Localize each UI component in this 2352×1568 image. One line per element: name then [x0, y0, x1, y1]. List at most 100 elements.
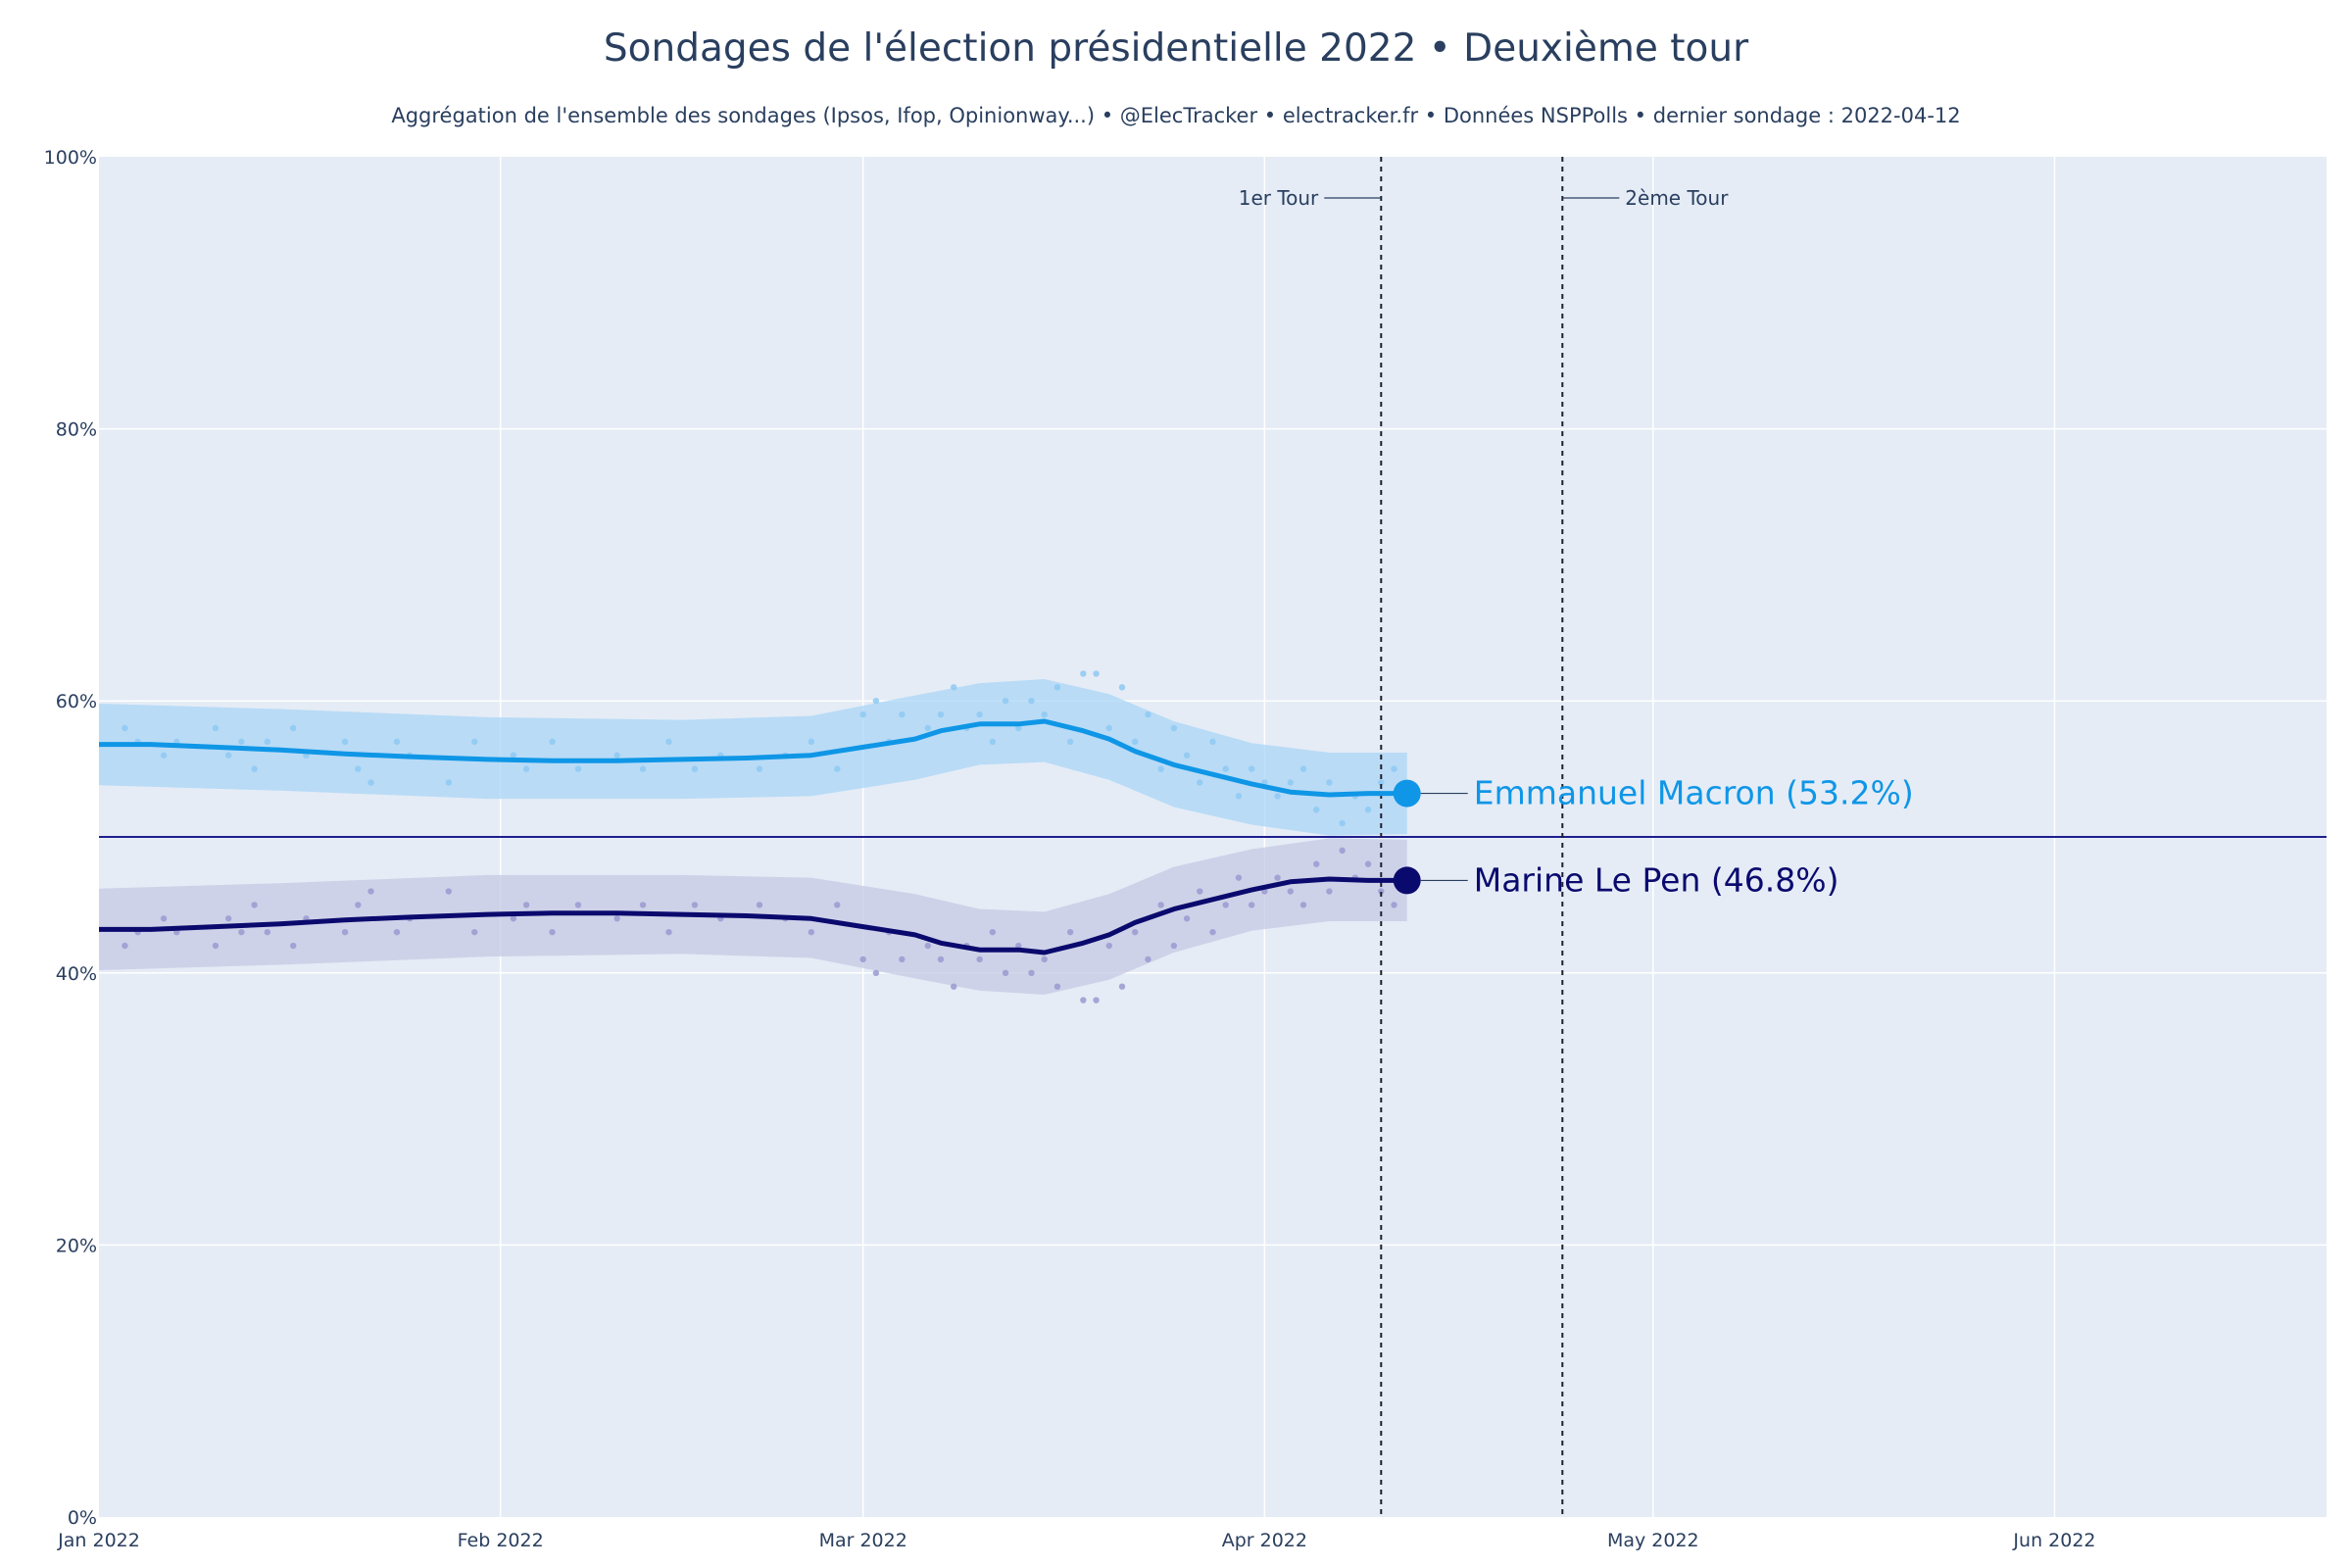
- poll-point: [756, 902, 763, 908]
- trend-line: [99, 718, 1407, 798]
- poll-point: [899, 710, 906, 718]
- poll-point: [1274, 793, 1281, 800]
- poll-point: [1080, 670, 1087, 677]
- poll-point: [355, 765, 362, 772]
- poll-point: [613, 752, 620, 759]
- poll-point: [937, 710, 945, 718]
- trend-line: [99, 876, 1407, 956]
- poll-point: [1364, 807, 1372, 813]
- poll-point: [224, 915, 232, 922]
- series-end-marker: [1393, 779, 1421, 808]
- poll-point: [264, 738, 270, 746]
- poll-point: [872, 698, 880, 705]
- poll-point: [1313, 807, 1320, 813]
- poll-point: [665, 928, 672, 936]
- series-end-label: Marine Le Pen (46.8%): [1474, 860, 1839, 899]
- poll-point: [341, 738, 349, 746]
- poll-point: [989, 928, 997, 936]
- poll-point: [665, 738, 672, 746]
- poll-point: [859, 956, 866, 963]
- poll-point: [1145, 956, 1152, 963]
- poll-point: [1209, 738, 1216, 746]
- poll-point: [1299, 765, 1307, 772]
- poll-point: [212, 942, 220, 950]
- poll-point: [1364, 860, 1372, 867]
- poll-point: [510, 915, 517, 922]
- poll-point: [1170, 942, 1178, 950]
- poll-point: [238, 928, 245, 936]
- poll-point: [976, 956, 983, 963]
- poll-point: [1287, 779, 1294, 786]
- poll-point: [445, 779, 453, 786]
- reference-lines: 1er Tour 2ème Tour: [99, 157, 2327, 1517]
- poll-point: [976, 710, 983, 718]
- poll-point: [510, 752, 517, 759]
- poll-point: [1015, 724, 1022, 732]
- poll-point: [924, 942, 931, 950]
- chart-title: Sondages de l'élection présidentielle 20…: [604, 26, 1749, 71]
- poll-point: [393, 928, 401, 936]
- poll-point: [808, 928, 815, 936]
- poll-point: [1326, 888, 1333, 895]
- poll-point: [1299, 902, 1307, 908]
- poll-point: [471, 928, 478, 936]
- poll-point: [393, 738, 401, 746]
- poll-point: [950, 983, 957, 990]
- poll-point: [1197, 779, 1203, 786]
- trend-lines: [99, 718, 1407, 956]
- poll-point: [1066, 928, 1074, 936]
- poll-point: [872, 969, 880, 976]
- poll-point: [1274, 874, 1281, 881]
- poll-point: [1145, 710, 1152, 718]
- poll-point: [1183, 915, 1191, 922]
- poll-point: [1287, 888, 1294, 895]
- poll-point: [290, 942, 297, 950]
- poll-point: [924, 724, 931, 732]
- poll-point: [574, 902, 582, 908]
- poll-point: [899, 956, 906, 963]
- poll-point: [1378, 779, 1385, 786]
- poll-point: [691, 765, 699, 772]
- poll-point: [549, 738, 556, 746]
- x-tick-label: Apr 2022: [1222, 1530, 1307, 1551]
- poll-point: [368, 779, 374, 786]
- poll-point: [1157, 902, 1164, 908]
- poll-point: [251, 765, 258, 772]
- poll-point: [639, 902, 647, 908]
- poll-point: [1028, 698, 1035, 705]
- poll-point: [937, 956, 945, 963]
- poll-point: [1002, 969, 1009, 976]
- poll-point: [1222, 902, 1229, 908]
- poll-point: [522, 765, 530, 772]
- poll-point: [1391, 902, 1397, 908]
- poll-point: [238, 738, 245, 746]
- x-tick-label: Feb 2022: [458, 1530, 544, 1551]
- poll-point: [1378, 888, 1385, 895]
- poll-point: [160, 915, 168, 922]
- poll-point: [1170, 724, 1178, 732]
- poll-point: [1339, 847, 1346, 855]
- y-tick-label: 100%: [44, 147, 97, 169]
- poll-point: [1197, 888, 1203, 895]
- series-end-labels: Emmanuel Macron (53.2%) Marine Le Pen (46…: [1393, 774, 1914, 899]
- poll-point: [1080, 997, 1087, 1004]
- poll-point: [1066, 738, 1074, 746]
- axis-ticks: 0% 20% 40% 60% 80% 100% Jan 2022 Feb 2022 Mar 20…: [44, 147, 2096, 1551]
- poll-point: [1157, 765, 1164, 772]
- poll-point: [1209, 928, 1216, 936]
- annotation-label: 2ème Tour: [1625, 186, 1729, 210]
- poll-point: [1054, 684, 1061, 691]
- poll-point: [1235, 793, 1243, 800]
- poll-point: [212, 724, 220, 732]
- poll-point: [834, 765, 841, 772]
- poll-point: [859, 710, 866, 718]
- poll-point: [989, 738, 997, 746]
- poll-point: [1028, 969, 1035, 976]
- chart-subtitle: Aggrégation de l'ensemble des sondages (…: [391, 104, 1960, 127]
- poll-point: [1339, 819, 1346, 827]
- poll-point: [834, 902, 841, 908]
- poll-point: [355, 902, 362, 908]
- annotation-label: 1er Tour: [1239, 186, 1319, 210]
- x-tick-label: May 2022: [1607, 1530, 1699, 1551]
